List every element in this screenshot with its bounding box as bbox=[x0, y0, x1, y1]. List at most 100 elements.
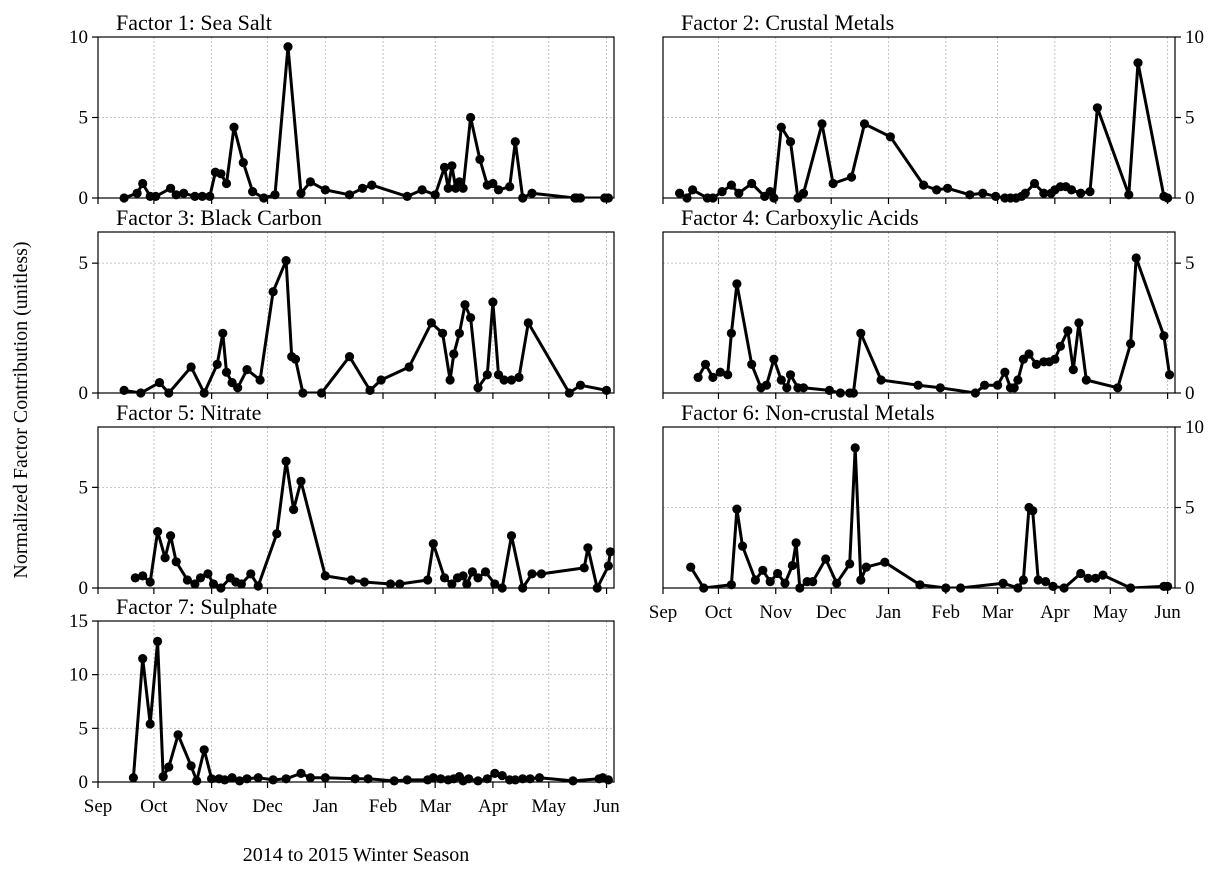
x-tick-label: Nov bbox=[195, 796, 228, 817]
data-point bbox=[506, 531, 517, 541]
y-tick-label: 5 bbox=[79, 253, 89, 274]
data-point bbox=[216, 583, 226, 593]
data-point bbox=[1009, 383, 1019, 393]
data-point bbox=[488, 297, 498, 307]
data-point bbox=[365, 385, 375, 395]
data-point bbox=[1083, 573, 1093, 583]
data-point bbox=[389, 776, 399, 786]
data-point bbox=[1018, 575, 1028, 585]
data-point bbox=[750, 575, 761, 585]
data-point bbox=[436, 774, 446, 784]
data-point bbox=[510, 775, 520, 785]
y-tick-label: 0 bbox=[1185, 188, 1195, 209]
x-tick-label: Jan bbox=[313, 796, 339, 817]
y-tick-label: 0 bbox=[79, 772, 89, 793]
data-point bbox=[726, 580, 737, 590]
data-point bbox=[1126, 583, 1136, 593]
x-tick-label: Dec bbox=[816, 602, 847, 623]
data-point bbox=[190, 191, 200, 201]
panel-title: Factor 3: Black Carbon bbox=[116, 205, 322, 230]
panel-frame bbox=[662, 231, 1176, 394]
y-tick-label: 10 bbox=[1185, 417, 1204, 438]
data-point bbox=[346, 575, 356, 585]
data-point bbox=[1159, 331, 1169, 341]
data-point bbox=[978, 188, 988, 198]
data-point bbox=[316, 388, 327, 398]
data-point bbox=[238, 158, 248, 168]
data-point bbox=[153, 636, 163, 647]
data-point bbox=[153, 527, 163, 537]
data-point bbox=[497, 583, 507, 593]
data-point bbox=[1076, 188, 1086, 198]
data-point bbox=[693, 372, 703, 382]
data-point bbox=[197, 191, 207, 201]
data-point bbox=[216, 169, 226, 179]
data-point bbox=[462, 579, 472, 589]
data-point bbox=[350, 774, 360, 784]
data-point bbox=[195, 573, 206, 583]
data-point bbox=[205, 191, 215, 201]
data-point bbox=[473, 776, 483, 786]
y-tick-label: 5 bbox=[1185, 108, 1195, 129]
data-point bbox=[527, 188, 537, 198]
data-point bbox=[682, 193, 692, 203]
data-point bbox=[402, 191, 412, 201]
x-tick-label: Oct bbox=[705, 602, 733, 623]
data-point bbox=[298, 388, 308, 398]
data-point bbox=[1092, 103, 1102, 113]
data-point bbox=[242, 365, 252, 375]
panel-6: 0 5 10 Sep Oct Nov Dec Jan Feb Mar Apr May Jun Factor… bbox=[649, 400, 1204, 623]
data-point bbox=[199, 745, 209, 755]
data-point bbox=[943, 183, 953, 193]
data-point bbox=[344, 352, 355, 362]
data-point bbox=[726, 328, 737, 338]
x-tick-label: Jun bbox=[593, 796, 620, 817]
panel-title: Factor 7: Sulphate bbox=[116, 594, 277, 619]
data-point bbox=[493, 185, 504, 195]
data-point bbox=[564, 388, 574, 398]
data-point bbox=[490, 579, 500, 589]
y-tick-label: 10 bbox=[69, 665, 88, 686]
x-tick-label: Jan bbox=[876, 602, 902, 623]
data-point bbox=[272, 529, 282, 539]
data-point bbox=[203, 569, 213, 579]
data-point bbox=[290, 354, 301, 364]
data-point bbox=[603, 193, 614, 203]
data-point bbox=[861, 562, 871, 572]
data-point bbox=[1164, 370, 1175, 380]
data-point bbox=[166, 183, 176, 193]
data-point bbox=[776, 122, 786, 132]
data-point bbox=[473, 573, 483, 583]
data-point bbox=[439, 162, 450, 172]
data-point bbox=[281, 256, 291, 266]
y-tick-label: 0 bbox=[1185, 578, 1195, 599]
data-point bbox=[717, 187, 727, 197]
data-point bbox=[723, 370, 733, 380]
data-point bbox=[991, 191, 1001, 201]
y-tick-label: 0 bbox=[79, 578, 89, 599]
data-point bbox=[769, 193, 779, 203]
data-point bbox=[1033, 575, 1043, 585]
data-point bbox=[207, 774, 217, 784]
panel-title: Factor 4: Carboxylic Acids bbox=[681, 205, 919, 230]
data-point bbox=[151, 191, 161, 201]
data-point bbox=[536, 569, 547, 579]
data-point bbox=[1059, 583, 1069, 593]
x-tick-label: Mar bbox=[419, 796, 451, 817]
data-point bbox=[880, 557, 890, 567]
data-point bbox=[268, 775, 278, 785]
data-point bbox=[255, 375, 265, 385]
data-point bbox=[808, 577, 818, 587]
data-point bbox=[699, 583, 709, 593]
data-point bbox=[1076, 568, 1086, 579]
data-point bbox=[791, 538, 801, 548]
data-point bbox=[426, 318, 436, 328]
data-point bbox=[575, 193, 586, 203]
data-point bbox=[458, 571, 468, 581]
data-point bbox=[344, 190, 355, 200]
data-point bbox=[466, 112, 476, 123]
data-point bbox=[281, 456, 291, 466]
data-point bbox=[747, 359, 757, 369]
data-point bbox=[212, 359, 222, 369]
x-tick-label: Oct bbox=[140, 796, 168, 817]
